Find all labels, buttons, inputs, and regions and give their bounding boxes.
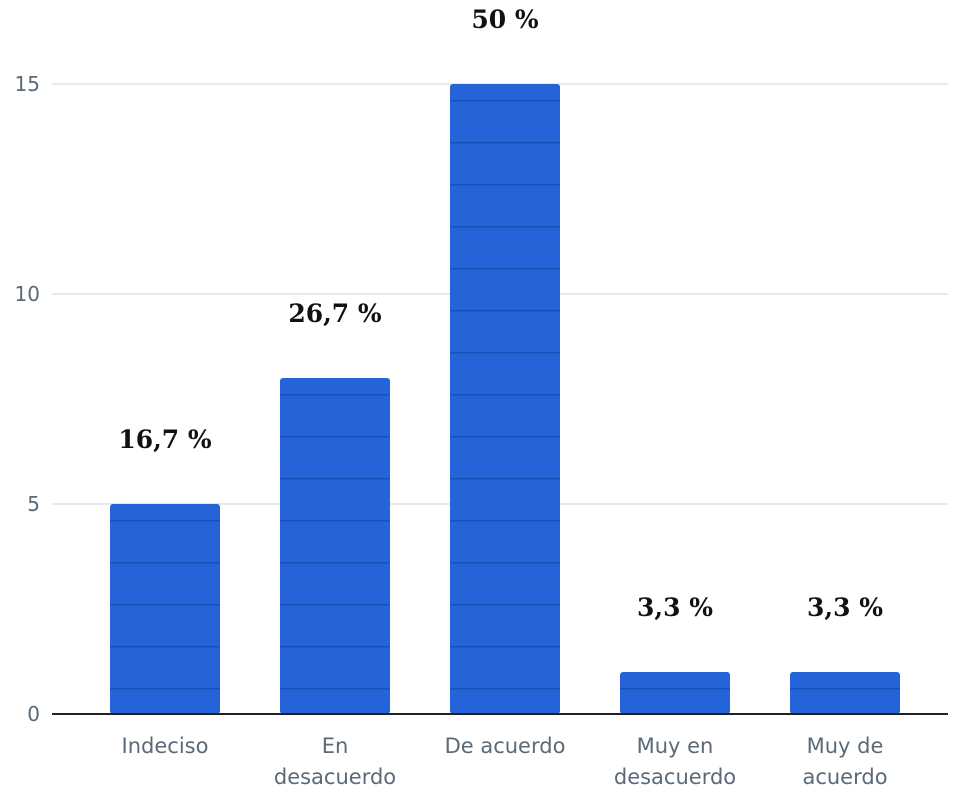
y-tick-label: 0 [27,702,40,726]
bar [450,84,560,714]
x-tick-label-line: desacuerdo [274,765,396,789]
x-tick-label-line: desacuerdo [614,765,736,789]
data-label: 3,3 % [637,593,713,622]
x-tick-label-line: Muy de [807,734,884,758]
x-tick-label-line: acuerdo [802,765,887,789]
labels: 16,7 % Indeciso 26,7 % En desacuerdo 50 % De a… [118,5,887,789]
y-tick-label: 15 [15,72,40,96]
x-tick-label: Muy de acuerdo [802,734,887,789]
x-tick-label: De acuerdo [445,734,566,758]
y-tick-label: 10 [15,282,40,306]
data-label: 16,7 % [118,425,212,454]
x-tick-label-line: Muy en [637,734,714,758]
data-label: 26,7 % [288,299,382,328]
bar [620,672,730,714]
x-tick-label: En desacuerdo [274,734,396,789]
axes: 0 5 10 15 [15,72,948,726]
x-tick-label: Indeciso [122,734,209,758]
bar [110,504,220,714]
x-tick-label: Muy en desacuerdo [614,734,736,789]
x-tick-label-line: Indeciso [122,734,209,758]
bars [110,84,900,714]
data-label: 3,3 % [807,593,883,622]
bar [280,378,390,714]
y-tick-label: 5 [27,492,40,516]
x-tick-label-line: De acuerdo [445,734,566,758]
data-label: 50 % [471,5,538,34]
x-tick-label-line: En [322,734,349,758]
bar [790,672,900,714]
